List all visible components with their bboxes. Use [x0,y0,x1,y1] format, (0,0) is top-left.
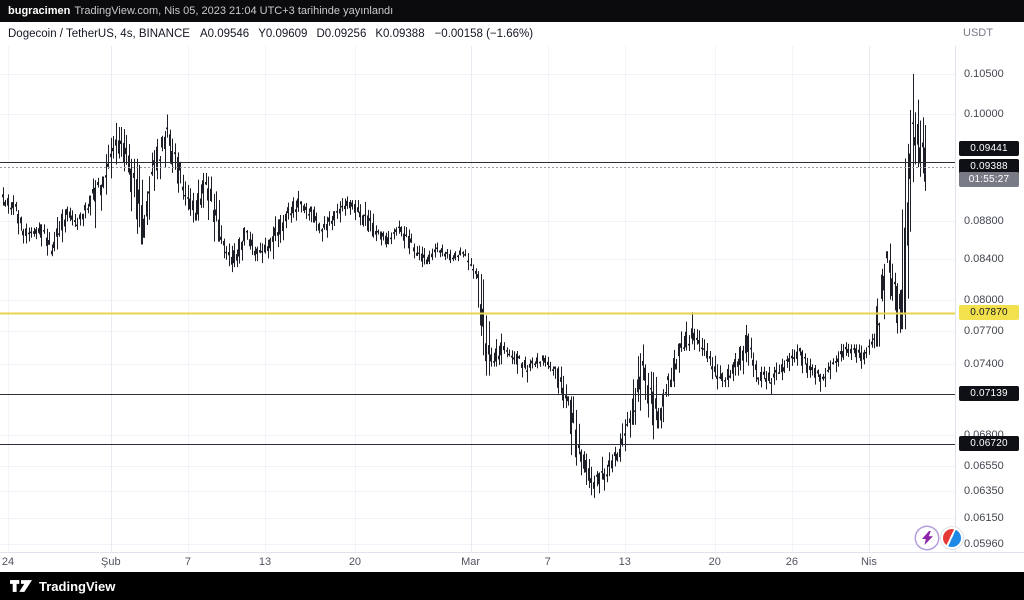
time-axis-label: 13 [258,556,272,568]
ohlc-low: D0.09256 [316,28,366,40]
price-axis-label: 0.10500 [964,68,1004,80]
price-axis-label: 0.06550 [964,459,1004,472]
time-axis-label: 7 [184,556,191,568]
ohlc-open: A0.09546 [200,28,249,40]
close-label: K [375,28,384,40]
time-axis[interactable]: 24 Şub 7 13 20 Mar 7 13 20 26 Nis [0,552,1024,572]
level-badge-07870: 0.07870 [959,305,1019,321]
chart-legend: Dogecoin / TetherUS, 4s, BINANCE A0.0954… [0,22,1024,46]
footer-bar: TradingView [0,572,1024,600]
time-axis-label: Şub [101,556,121,568]
brand-name[interactable]: TradingView [39,578,116,594]
price-chart-canvas[interactable] [0,46,955,552]
price-axis-label: 0.08000 [964,293,1004,306]
currency-label: USDT [963,27,993,39]
countdown-badge: 01:55:27 [959,171,1019,187]
boost-button[interactable] [916,527,938,549]
low-label: D [316,28,325,40]
price-axis-label: 0.06350 [964,485,1004,498]
last-price-badge: 0.09388 [959,158,1019,174]
price-axis-label: 0.08800 [964,214,1004,227]
high-label: Y [258,28,266,40]
flag-button[interactable] [941,527,963,549]
ohlc-close: K0.09388 [375,28,424,40]
open-label: A [199,28,208,40]
level-badge-06720: 0.06720 [959,436,1019,452]
high-value: 0.09609 [265,28,308,40]
symbol-title[interactable]: Dogecoin / TetherUS, 4s, BINANCE [8,28,190,40]
level-badge-09441: 0.09441 [959,141,1019,157]
close-value: 0.09388 [383,28,425,40]
lightning-icon [921,531,933,545]
change-value: −0.00158 (−1.66%) [434,28,534,40]
price-axis-label: 0.10000 [964,108,1004,121]
publish-info-bar: bugracimen TradingView.com, Nis 05, 2023… [0,0,1024,22]
time-axis-label: Mar [461,556,481,568]
time-axis-label: Nis [860,556,877,568]
tradingview-logo-icon[interactable] [10,579,32,593]
price-axis[interactable]: 0.10500 0.10000 0.08800 0.08400 0.08000 0.077… [955,46,1024,552]
price-axis-label: 0.08400 [964,253,1004,266]
price-axis-label: 0.07700 [964,325,1004,338]
time-axis-label: 20 [348,556,362,568]
publisher-username: bugracimen [8,5,71,17]
price-axis-label: 0.07400 [964,358,1004,371]
time-axis-label: 26 [785,556,798,568]
low-value: 0.09256 [324,28,367,40]
publish-details: TradingView.com, Nis 05, 2023 21:04 UTC+… [74,5,394,17]
open-value: 0.09546 [207,28,250,40]
time-axis-label: 20 [708,556,721,568]
price-axis-label: 0.06150 [964,511,1004,524]
time-axis-label: 24 [1,556,15,568]
flag-icon [943,529,961,547]
time-axis-label: 13 [618,556,631,568]
price-axis-label: 0.05960 [964,537,1004,550]
time-axis-label: 7 [544,556,551,568]
level-badge-07139: 0.07139 [959,386,1019,402]
ohlc-high: Y0.09609 [258,28,307,40]
